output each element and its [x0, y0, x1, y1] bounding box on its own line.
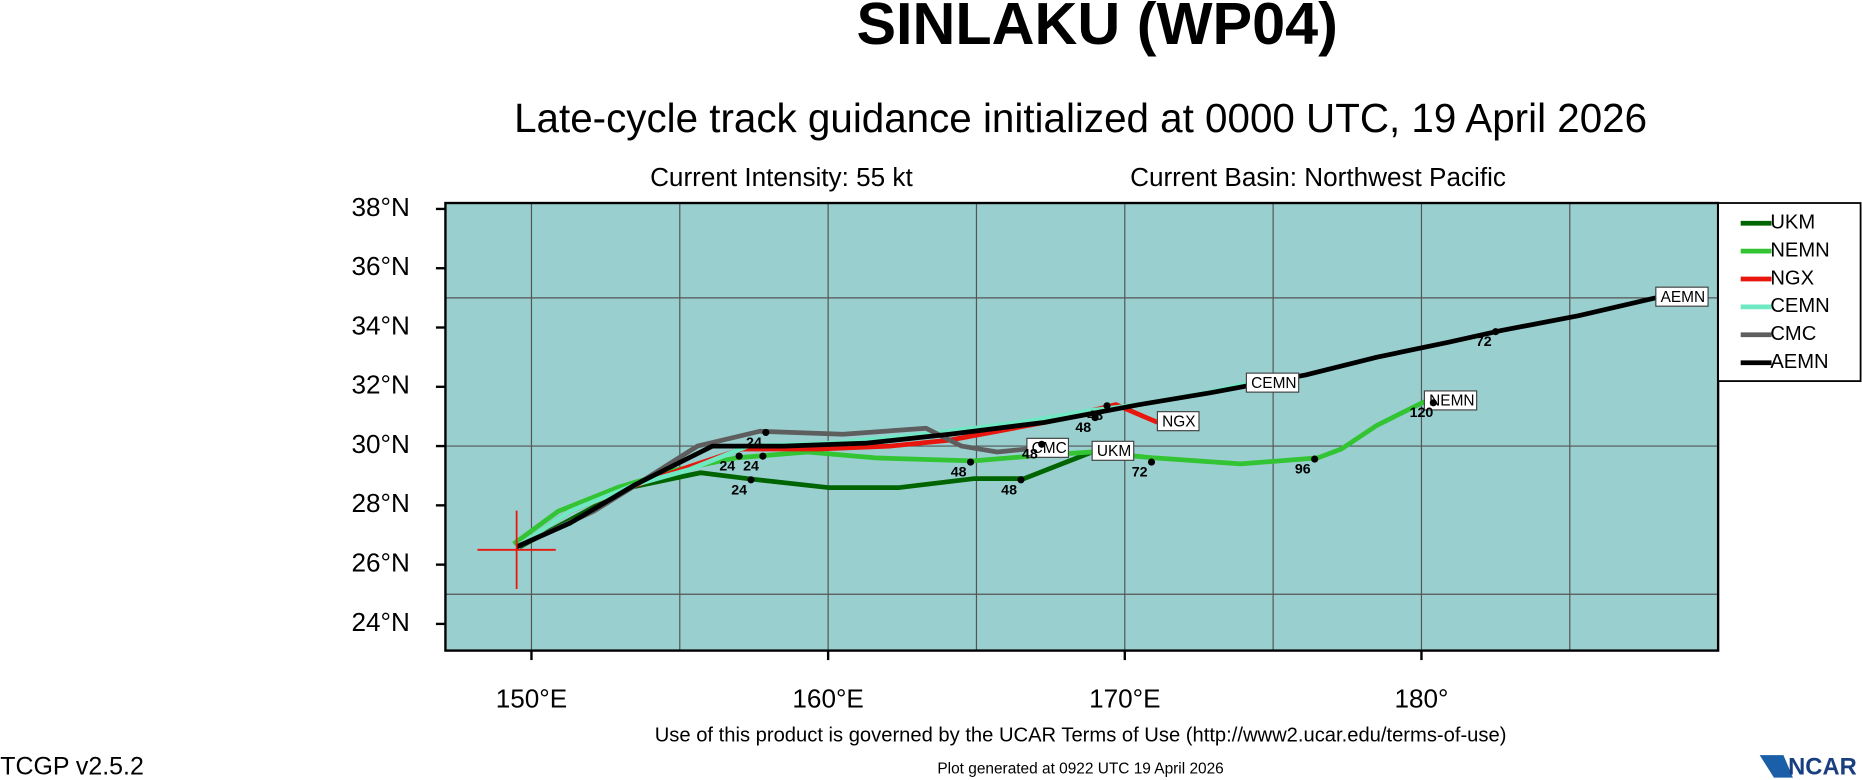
chart-subtitle: Late-cycle track guidance initialized at… — [514, 95, 1647, 141]
forecast-point — [1147, 458, 1156, 466]
forecast-point — [1429, 399, 1437, 407]
track-line — [515, 295, 1657, 550]
track-end-label: AEMN — [1661, 289, 1706, 306]
forecast-hour-label: 24 — [719, 459, 735, 475]
forecast-hour-label: 48 — [1075, 420, 1091, 436]
legend: UKM NEMN NGX CEMN CMC AEMN — [1717, 202, 1862, 382]
x-tick-label: 160°E — [792, 683, 863, 713]
track-end-label: NGX — [1162, 413, 1195, 430]
legend-label: CEMN — [1770, 295, 1829, 317]
legend-label: CMC — [1770, 323, 1816, 345]
track-end-label-box — [1655, 286, 1709, 307]
forecast-point — [1017, 476, 1025, 484]
y-tick-label: 30°N — [351, 429, 409, 459]
legend-label: NGX — [1770, 267, 1814, 289]
forecast-hour-label: 24 — [731, 482, 747, 498]
y-tick-label: 24°N — [351, 607, 409, 637]
info-intensity: Current Intensity: 55 kt — [650, 162, 913, 192]
forecast-point — [1492, 328, 1500, 336]
logo-text: NCAR — [1788, 754, 1857, 780]
track-end-label-box — [1026, 437, 1070, 458]
forecast-point — [762, 428, 770, 436]
forecast-point — [966, 458, 975, 466]
forecast-hour-label: 48 — [1001, 482, 1017, 498]
logo: NCAR — [1759, 754, 1857, 780]
forecast-hour-label: 24 — [746, 435, 762, 451]
forecast-hour-label: 72 — [1132, 465, 1148, 481]
x-tick-label: 170°E — [1089, 683, 1160, 713]
track-end-label: NEMN — [1429, 393, 1474, 410]
forecast-point — [1091, 414, 1099, 422]
forecast-point — [1038, 440, 1046, 448]
track-end-label-box — [1156, 411, 1200, 432]
forecast-hour-label: 48 — [1022, 447, 1038, 463]
footer-terms: Use of this product is governed by the U… — [655, 724, 1507, 746]
info-basin: Current Basin: Northwest Pacific — [1130, 162, 1506, 192]
track-end-label-box — [1245, 372, 1300, 393]
forecast-hour-label: 72 — [1476, 334, 1492, 350]
y-tick-label: 36°N — [351, 251, 409, 281]
forecast-point — [759, 452, 767, 460]
track-end-label-box — [1091, 440, 1135, 461]
track-end-label: UKM — [1097, 443, 1131, 460]
legend-label: NEMN — [1770, 239, 1829, 261]
plot-background — [445, 203, 1719, 651]
footer-generated: Plot generated at 0922 UTC 19 April 2026 — [937, 760, 1223, 777]
legend-box — [1717, 202, 1862, 382]
forecast-point — [747, 476, 755, 484]
forecast-hour-label: 96 — [1295, 462, 1311, 478]
forecast-point — [1103, 402, 1111, 410]
track-end-label: CEMN — [1251, 375, 1296, 392]
forecast-point — [1311, 455, 1319, 463]
legend-label: UKM — [1770, 212, 1815, 234]
y-tick-label: 38°N — [351, 192, 409, 222]
forecast-hour-label: 120 — [1410, 405, 1434, 421]
track-end-label-box — [1423, 390, 1478, 411]
chart-title: SINLAKU (WP04) — [856, 0, 1337, 57]
logo-mark — [1759, 755, 1793, 778]
y-tick-label: 32°N — [351, 370, 409, 400]
x-tick-label: 150°E — [496, 683, 567, 713]
plot: 24°N 26°N 28°N 30°N 32°N 34°N 36°N 38°N 150°E 160… — [351, 192, 1862, 713]
y-tick-label: 34°N — [351, 310, 409, 340]
x-tick-label: 180° — [1394, 683, 1448, 713]
forecast-hour-label: 48 — [1087, 408, 1103, 424]
version: TCGP v2.5.2 — [0, 753, 144, 780]
forecast-point — [735, 452, 743, 460]
forecast-hour-label: 48 — [951, 465, 967, 481]
y-tick-label: 26°N — [351, 548, 409, 578]
forecast-hour-label: 24 — [743, 459, 759, 475]
y-tick-label: 28°N — [351, 488, 409, 518]
legend-label: AEMN — [1770, 351, 1828, 373]
plot-frame — [444, 201, 1720, 652]
